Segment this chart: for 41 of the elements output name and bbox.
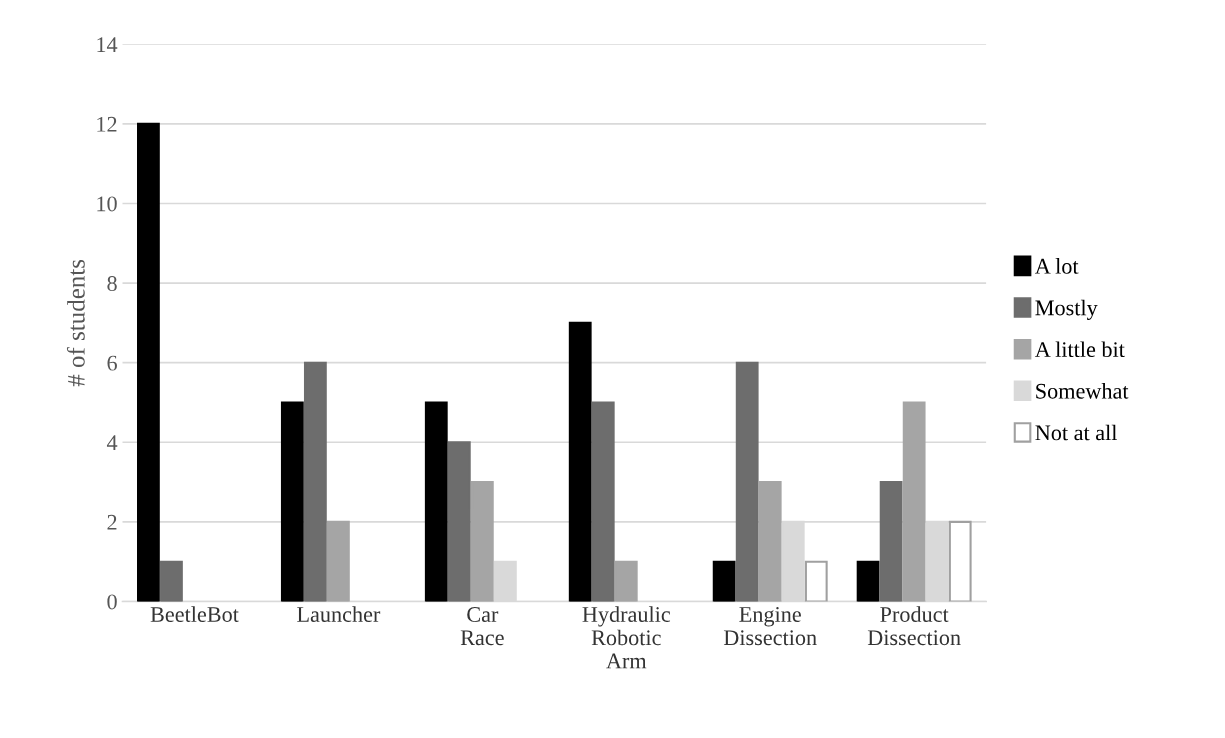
bar <box>303 361 327 602</box>
bar <box>424 401 448 602</box>
bar <box>470 481 494 602</box>
x-tick-label: Engine Dissection <box>723 606 817 646</box>
y-tick-label: 12 <box>97 116 117 132</box>
x-tick-label: Launcher <box>297 606 381 622</box>
bar <box>280 401 304 602</box>
y-tick-label: 2 <box>107 514 117 530</box>
y-tick-label: 10 <box>97 196 117 212</box>
bar <box>327 520 350 602</box>
bar <box>902 401 926 602</box>
y-tick-label: 4 <box>106 435 118 450</box>
legend-label: Somewhat <box>1036 383 1129 399</box>
bar <box>712 560 736 602</box>
bar <box>447 441 471 602</box>
y-tick-label: 6 <box>107 355 117 371</box>
bar <box>568 321 592 602</box>
x-tick-label: BeetleBot <box>150 606 239 622</box>
bar <box>758 481 782 602</box>
legend-label: Mostly <box>1035 299 1098 320</box>
bar <box>137 122 160 602</box>
x-tick-label: Hydraulic Robotic Arm <box>582 606 671 669</box>
bar <box>614 560 638 602</box>
legend-label: Not at all <box>1035 424 1118 441</box>
bar <box>856 560 880 602</box>
legend-label: A lot <box>1034 258 1079 274</box>
bar <box>591 401 615 602</box>
y-tick-label: 0 <box>107 594 117 610</box>
bar <box>925 520 949 602</box>
bar <box>493 560 517 602</box>
bar <box>735 361 759 602</box>
bar <box>948 520 972 602</box>
x-tick-label: Product Dissection <box>867 606 961 646</box>
y-tick-label: 14 <box>97 37 118 52</box>
x-tick-label: Car Race <box>460 607 504 646</box>
bar <box>804 560 828 602</box>
bar <box>879 481 903 602</box>
y-axis-title: # of students <box>66 259 85 387</box>
legend-label: A little bit <box>1034 341 1125 358</box>
bar <box>160 560 183 602</box>
y-tick-label: 8 <box>107 276 117 291</box>
